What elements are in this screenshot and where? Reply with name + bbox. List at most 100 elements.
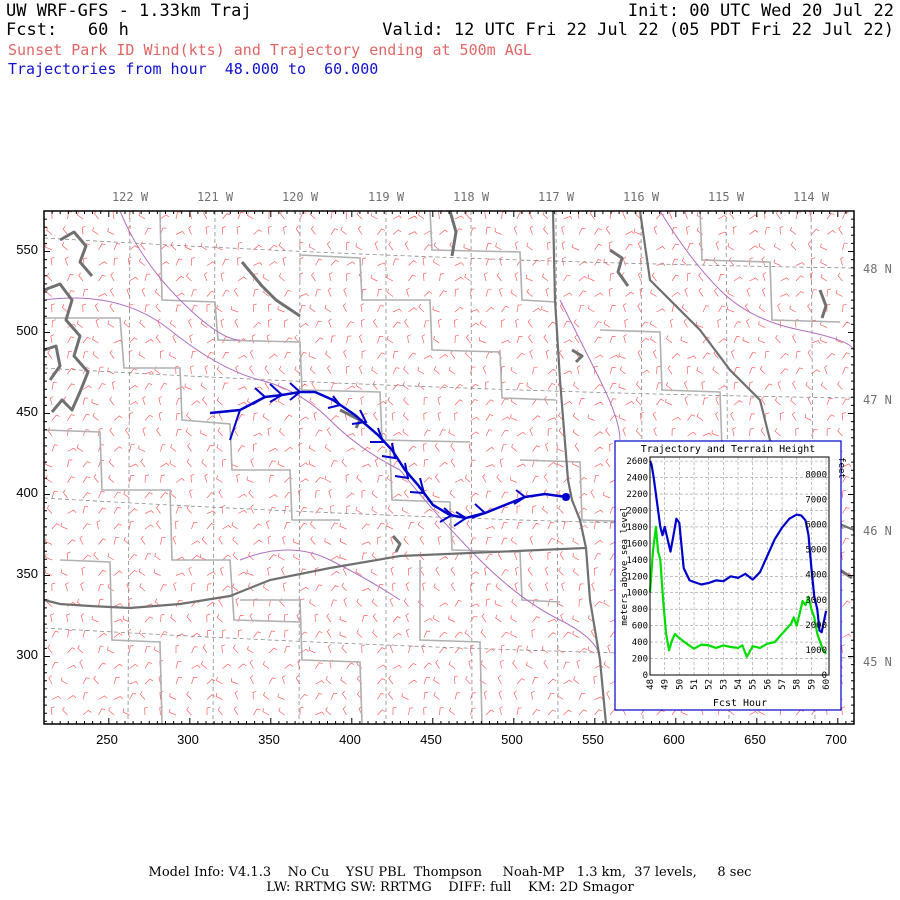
lon-label: 120 W bbox=[282, 190, 319, 204]
lon-label: 122 W bbox=[112, 190, 149, 204]
or-id-border bbox=[584, 547, 608, 725]
trajectory-terrain-inset: Trajectory and Terrain Height 48 49 50 51 52… bbox=[614, 440, 846, 711]
inset-x-tick: 50 bbox=[675, 679, 685, 690]
meridian-122w bbox=[127, 210, 131, 725]
x-tick-label: 600 bbox=[663, 732, 685, 747]
inset-y-tick: 400 bbox=[632, 638, 648, 648]
county-border bbox=[240, 599, 363, 725]
inset-y2-tick: 5000 bbox=[805, 546, 827, 556]
inset-x-tick: 53 bbox=[719, 679, 729, 690]
lon-label: 115 W bbox=[708, 190, 745, 204]
inset-x-tick: 55 bbox=[749, 679, 759, 690]
parallel-47n bbox=[43, 367, 855, 399]
lon-label: 117 W bbox=[538, 190, 575, 204]
inset-series bbox=[648, 460, 828, 659]
inset-y-tick: 1800 bbox=[626, 523, 648, 533]
county-border bbox=[429, 210, 557, 303]
county-border bbox=[389, 449, 561, 603]
political-borders bbox=[43, 210, 841, 725]
inset-x-tick: 59 bbox=[807, 679, 817, 690]
trajectory-hour-markers bbox=[252, 382, 527, 527]
river-bend bbox=[391, 535, 402, 553]
inset-y-tick: 200 bbox=[632, 655, 648, 665]
meridian-117w bbox=[555, 210, 559, 725]
lake-pend-oreille bbox=[448, 210, 458, 257]
inset-y-tick: 1400 bbox=[626, 556, 648, 566]
x-tick-label: 350 bbox=[258, 732, 280, 747]
y-tick-label: 350 bbox=[16, 566, 38, 581]
lon-label: 121 W bbox=[197, 190, 234, 204]
model-info-line2: LW: RRTMG SW: RRTMG DIFF: full KM: 2D Sm… bbox=[266, 880, 634, 895]
county-border bbox=[43, 429, 301, 623]
x-tick-label: 550 bbox=[582, 732, 604, 747]
river bbox=[119, 210, 241, 341]
longitude-labels: 122 W 121 W 120 W 119 W 118 W 117 W 116 … bbox=[112, 190, 830, 204]
x-tick-label: 400 bbox=[339, 732, 361, 747]
valid-time: Valid: 12 UTC Fri 22 Jul 22 (05 PDT Fri … bbox=[382, 20, 894, 40]
inset-ylabel-right: feet bbox=[836, 457, 846, 479]
inset-y-tick: 2200 bbox=[626, 490, 648, 500]
frame-tick-marks bbox=[43, 210, 854, 724]
init-time: Init: 00 UTC Wed 20 Jul 22 bbox=[627, 1, 894, 21]
inset-y-tick: 2400 bbox=[626, 474, 648, 484]
inset-y2-tick: 2000 bbox=[805, 621, 827, 631]
lat-label: 47 N bbox=[863, 393, 892, 407]
coeur-dalene-lake bbox=[571, 348, 584, 364]
county-border bbox=[699, 210, 841, 323]
lake-chelan bbox=[240, 261, 301, 318]
lat-label: 46 N bbox=[863, 524, 892, 538]
inset-x-tick: 48 bbox=[646, 679, 656, 690]
inset-y2-tick: 3000 bbox=[805, 596, 827, 606]
x-tick-label: 650 bbox=[744, 732, 766, 747]
inset-y-tick: 1600 bbox=[626, 539, 648, 549]
inset-y2-tick: 7000 bbox=[805, 495, 827, 505]
y-tick-label: 500 bbox=[16, 323, 38, 338]
meridian-120w bbox=[298, 210, 301, 725]
y-tick-label: 300 bbox=[16, 647, 38, 662]
inset-y-tick: 1000 bbox=[626, 589, 648, 599]
county-border bbox=[44, 317, 340, 521]
county-border bbox=[519, 459, 641, 523]
y-tick-label: 400 bbox=[16, 485, 38, 500]
county-border bbox=[59, 559, 163, 725]
trajectory-line bbox=[209, 390, 567, 520]
inset-x-tick: 57 bbox=[778, 679, 788, 690]
county-border bbox=[159, 210, 471, 443]
parallel-48n bbox=[43, 237, 855, 269]
lon-label: 116 W bbox=[623, 190, 660, 204]
inset-y-tick: 2600 bbox=[626, 457, 648, 467]
trajectory-path bbox=[209, 382, 570, 527]
inset-y2-tick: 1000 bbox=[805, 646, 827, 656]
inset-x-tick: 52 bbox=[705, 679, 715, 690]
inset-x-tick: 51 bbox=[690, 679, 700, 690]
map-subtitle: Sunset Park ID Wind(kts) and Trajectory … bbox=[8, 41, 532, 59]
puget-sound-inlet bbox=[43, 344, 62, 381]
frame-ticks bbox=[43, 210, 854, 724]
trajectory-start-tick bbox=[229, 409, 241, 441]
inset-y2-tick: 6000 bbox=[805, 521, 827, 531]
puget-sound bbox=[43, 282, 90, 413]
lat-label: 45 N bbox=[863, 655, 892, 669]
trajectory-height-line bbox=[648, 460, 828, 634]
x-tick-label: 250 bbox=[96, 732, 118, 747]
x-tick-label: 700 bbox=[825, 732, 847, 747]
model-info-line1: Model Info: V4.1.3 No Cu YSU PBL Thompso… bbox=[148, 865, 752, 880]
lake-east bbox=[818, 289, 828, 319]
inset-y-tick: 2000 bbox=[626, 506, 648, 516]
inset-title: Trajectory and Terrain Height bbox=[641, 444, 816, 455]
county-border bbox=[299, 254, 557, 401]
inset-tick-labels: 48 49 50 51 52 53 54 55 56 57 58 59 6002004006008001… bbox=[626, 457, 832, 690]
inset-x-tick: 49 bbox=[661, 679, 671, 690]
lon-label: 114 W bbox=[793, 190, 830, 204]
county-border bbox=[419, 560, 483, 725]
inset-y-tick: 600 bbox=[632, 622, 648, 632]
x-axis-labels: 250 300 350 400 450 500 550 600 650 700 bbox=[96, 732, 847, 747]
x-tick-label: 500 bbox=[501, 732, 523, 747]
y-tick-label: 450 bbox=[16, 404, 38, 419]
lake-southeast bbox=[839, 568, 853, 580]
coastline bbox=[43, 210, 853, 580]
inset-y-tick: 1200 bbox=[626, 572, 648, 582]
inset-x-tick: 54 bbox=[734, 679, 744, 690]
